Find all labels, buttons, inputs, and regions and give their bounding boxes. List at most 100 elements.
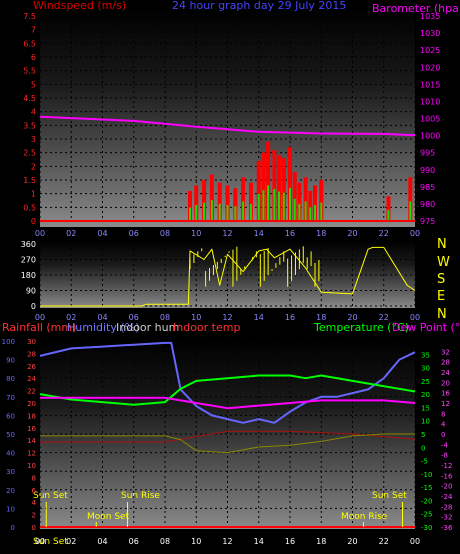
- hour-tick-label: 06: [129, 537, 139, 546]
- barometer-tick-label: 1015: [420, 80, 440, 89]
- dewpoint-tick-label: -32: [441, 514, 452, 522]
- barometer-tick-label: 1030: [420, 29, 440, 38]
- temperature-tick-label: 35: [421, 351, 430, 359]
- hour-tick-label: 14: [254, 313, 264, 322]
- compass-e: E: [437, 289, 445, 304]
- windspeed-tick-label: 6.5: [23, 39, 36, 48]
- windspeed-bar: [408, 177, 413, 221]
- hour-tick-label: 02: [66, 313, 76, 322]
- temperature-tick-label: -15: [421, 484, 432, 492]
- windspeed-bar: [248, 182, 253, 221]
- wind-average-bar: [267, 185, 270, 221]
- wind-average-bar: [262, 190, 265, 221]
- windspeed-bar: [308, 190, 313, 221]
- hour-tick-label: 02: [66, 229, 76, 238]
- humidity-tick-label: 90: [6, 357, 15, 365]
- rainfall-tick-label: 2: [32, 512, 36, 520]
- rainfall-tick-label: 12: [27, 450, 36, 458]
- hour-tick-label: 00: [35, 229, 45, 238]
- dewpoint-tick-label: -36: [441, 524, 453, 532]
- rainfall-tick-label: 0: [32, 524, 36, 532]
- humidity-tick-label: 80: [6, 375, 15, 383]
- hour-tick-label: 16: [285, 229, 295, 238]
- windspeed-tick-label: 4.5: [23, 94, 36, 103]
- rainfall-tick-label: 26: [27, 363, 36, 371]
- humidity-tick-label: 60: [6, 412, 15, 420]
- windspeed-tick-label: 4: [31, 108, 36, 117]
- direction-tick-label: 180: [21, 271, 36, 280]
- windspeed-bar: [194, 185, 199, 221]
- dewpoint-tick-label: -28: [441, 503, 452, 511]
- windspeed-tick-label: 5: [31, 80, 36, 89]
- windspeed-bar: [261, 152, 266, 221]
- windspeed-bar: [272, 149, 277, 221]
- windspeed-bar: [209, 174, 214, 221]
- moon-rise-label: Moon Rise: [341, 512, 388, 522]
- dewpoint-line: [40, 396, 416, 410]
- dewpoint-tick-label: 12: [441, 400, 450, 408]
- dewpoint-tick-label: -12: [441, 462, 452, 470]
- rainfall-tick-label: 16: [27, 425, 36, 433]
- hour-tick-label: 20: [347, 229, 357, 238]
- barometer-tick-label: 1035: [420, 12, 440, 21]
- wind-direction-line: [40, 246, 416, 307]
- windspeed-tick-label: 3.5: [23, 121, 36, 130]
- barometer-tick-label: 1010: [420, 97, 440, 106]
- hour-tick-label: 12: [222, 313, 232, 322]
- dewpoint-tick-label: -8: [441, 452, 448, 460]
- wind-average-bar: [320, 202, 323, 221]
- indoor-temp-title: Indoor temp: [173, 321, 240, 334]
- barometer-tick-label: 1020: [420, 63, 440, 72]
- barometer-tick-label: 985: [420, 183, 435, 192]
- compass-n-top: N: [437, 237, 447, 252]
- hour-tick-label: 18: [316, 229, 326, 238]
- wind-average-bar: [234, 206, 237, 221]
- temperature-tick-label: 0: [421, 444, 425, 452]
- rainfall-tick-label: 6: [32, 487, 37, 495]
- wind-average-bar: [278, 191, 281, 221]
- windspeed-bar: [256, 160, 261, 221]
- rainfall-tick-label: 10: [27, 462, 36, 470]
- wind-average-bar: [210, 200, 213, 221]
- hour-tick-label: 12: [222, 229, 232, 238]
- hour-tick-label: 16: [285, 313, 295, 322]
- hour-tick-label: 02: [66, 537, 76, 546]
- temperature-tick-label: 25: [421, 378, 430, 386]
- windspeed-bar: [313, 185, 317, 221]
- windspeed-bar: [281, 158, 286, 221]
- temperature-tick-label: -30: [421, 524, 432, 532]
- rainfall-tick-label: 28: [27, 350, 36, 358]
- wind-average-bar: [304, 201, 307, 221]
- windspeed-tick-label: 6: [31, 53, 36, 62]
- windspeed-bar: [277, 155, 282, 221]
- temperature-title: Temperature (°C): [313, 321, 409, 334]
- wind-average-bar: [257, 193, 260, 221]
- dewpoint-tick-label: -16: [441, 472, 453, 480]
- hour-tick-label: 04: [97, 537, 107, 546]
- hour-tick-label: 00: [410, 313, 420, 322]
- dewpoint-tick-label: -20: [441, 483, 452, 491]
- hour-tick-label: 04: [97, 229, 107, 238]
- dewpoint-tick-label: 8: [441, 410, 445, 418]
- hour-tick-label: 08: [160, 313, 170, 322]
- dewpoint-title: Dew Point (°C): [392, 321, 460, 334]
- hour-tick-label: 14: [254, 537, 264, 546]
- hour-tick-label: 10: [191, 229, 201, 238]
- windspeed-bar: [217, 182, 222, 221]
- windspeed-tick-label: 3: [31, 135, 36, 144]
- rainfall-tick-label: 30: [27, 338, 36, 346]
- windspeed-tick-label: 2: [31, 162, 36, 171]
- windspeed-tick-label: 0.5: [23, 203, 36, 212]
- moon-set-label: Moon Set: [87, 512, 130, 522]
- wind-average-bar: [298, 203, 301, 221]
- hour-tick-label: 10: [191, 537, 201, 546]
- rainfall-tick-label: 8: [32, 474, 36, 482]
- wind-average-bar: [273, 189, 276, 221]
- hour-tick-label: 00: [35, 313, 45, 322]
- barometer-title: Barometer (hpa): [372, 2, 460, 15]
- hour-tick-label: 22: [379, 229, 389, 238]
- temperature-tick-label: -10: [421, 471, 432, 479]
- wind-average-bar: [282, 192, 285, 221]
- hour-tick-label: 20: [347, 537, 357, 546]
- rainfall-tick-label: 22: [27, 388, 36, 396]
